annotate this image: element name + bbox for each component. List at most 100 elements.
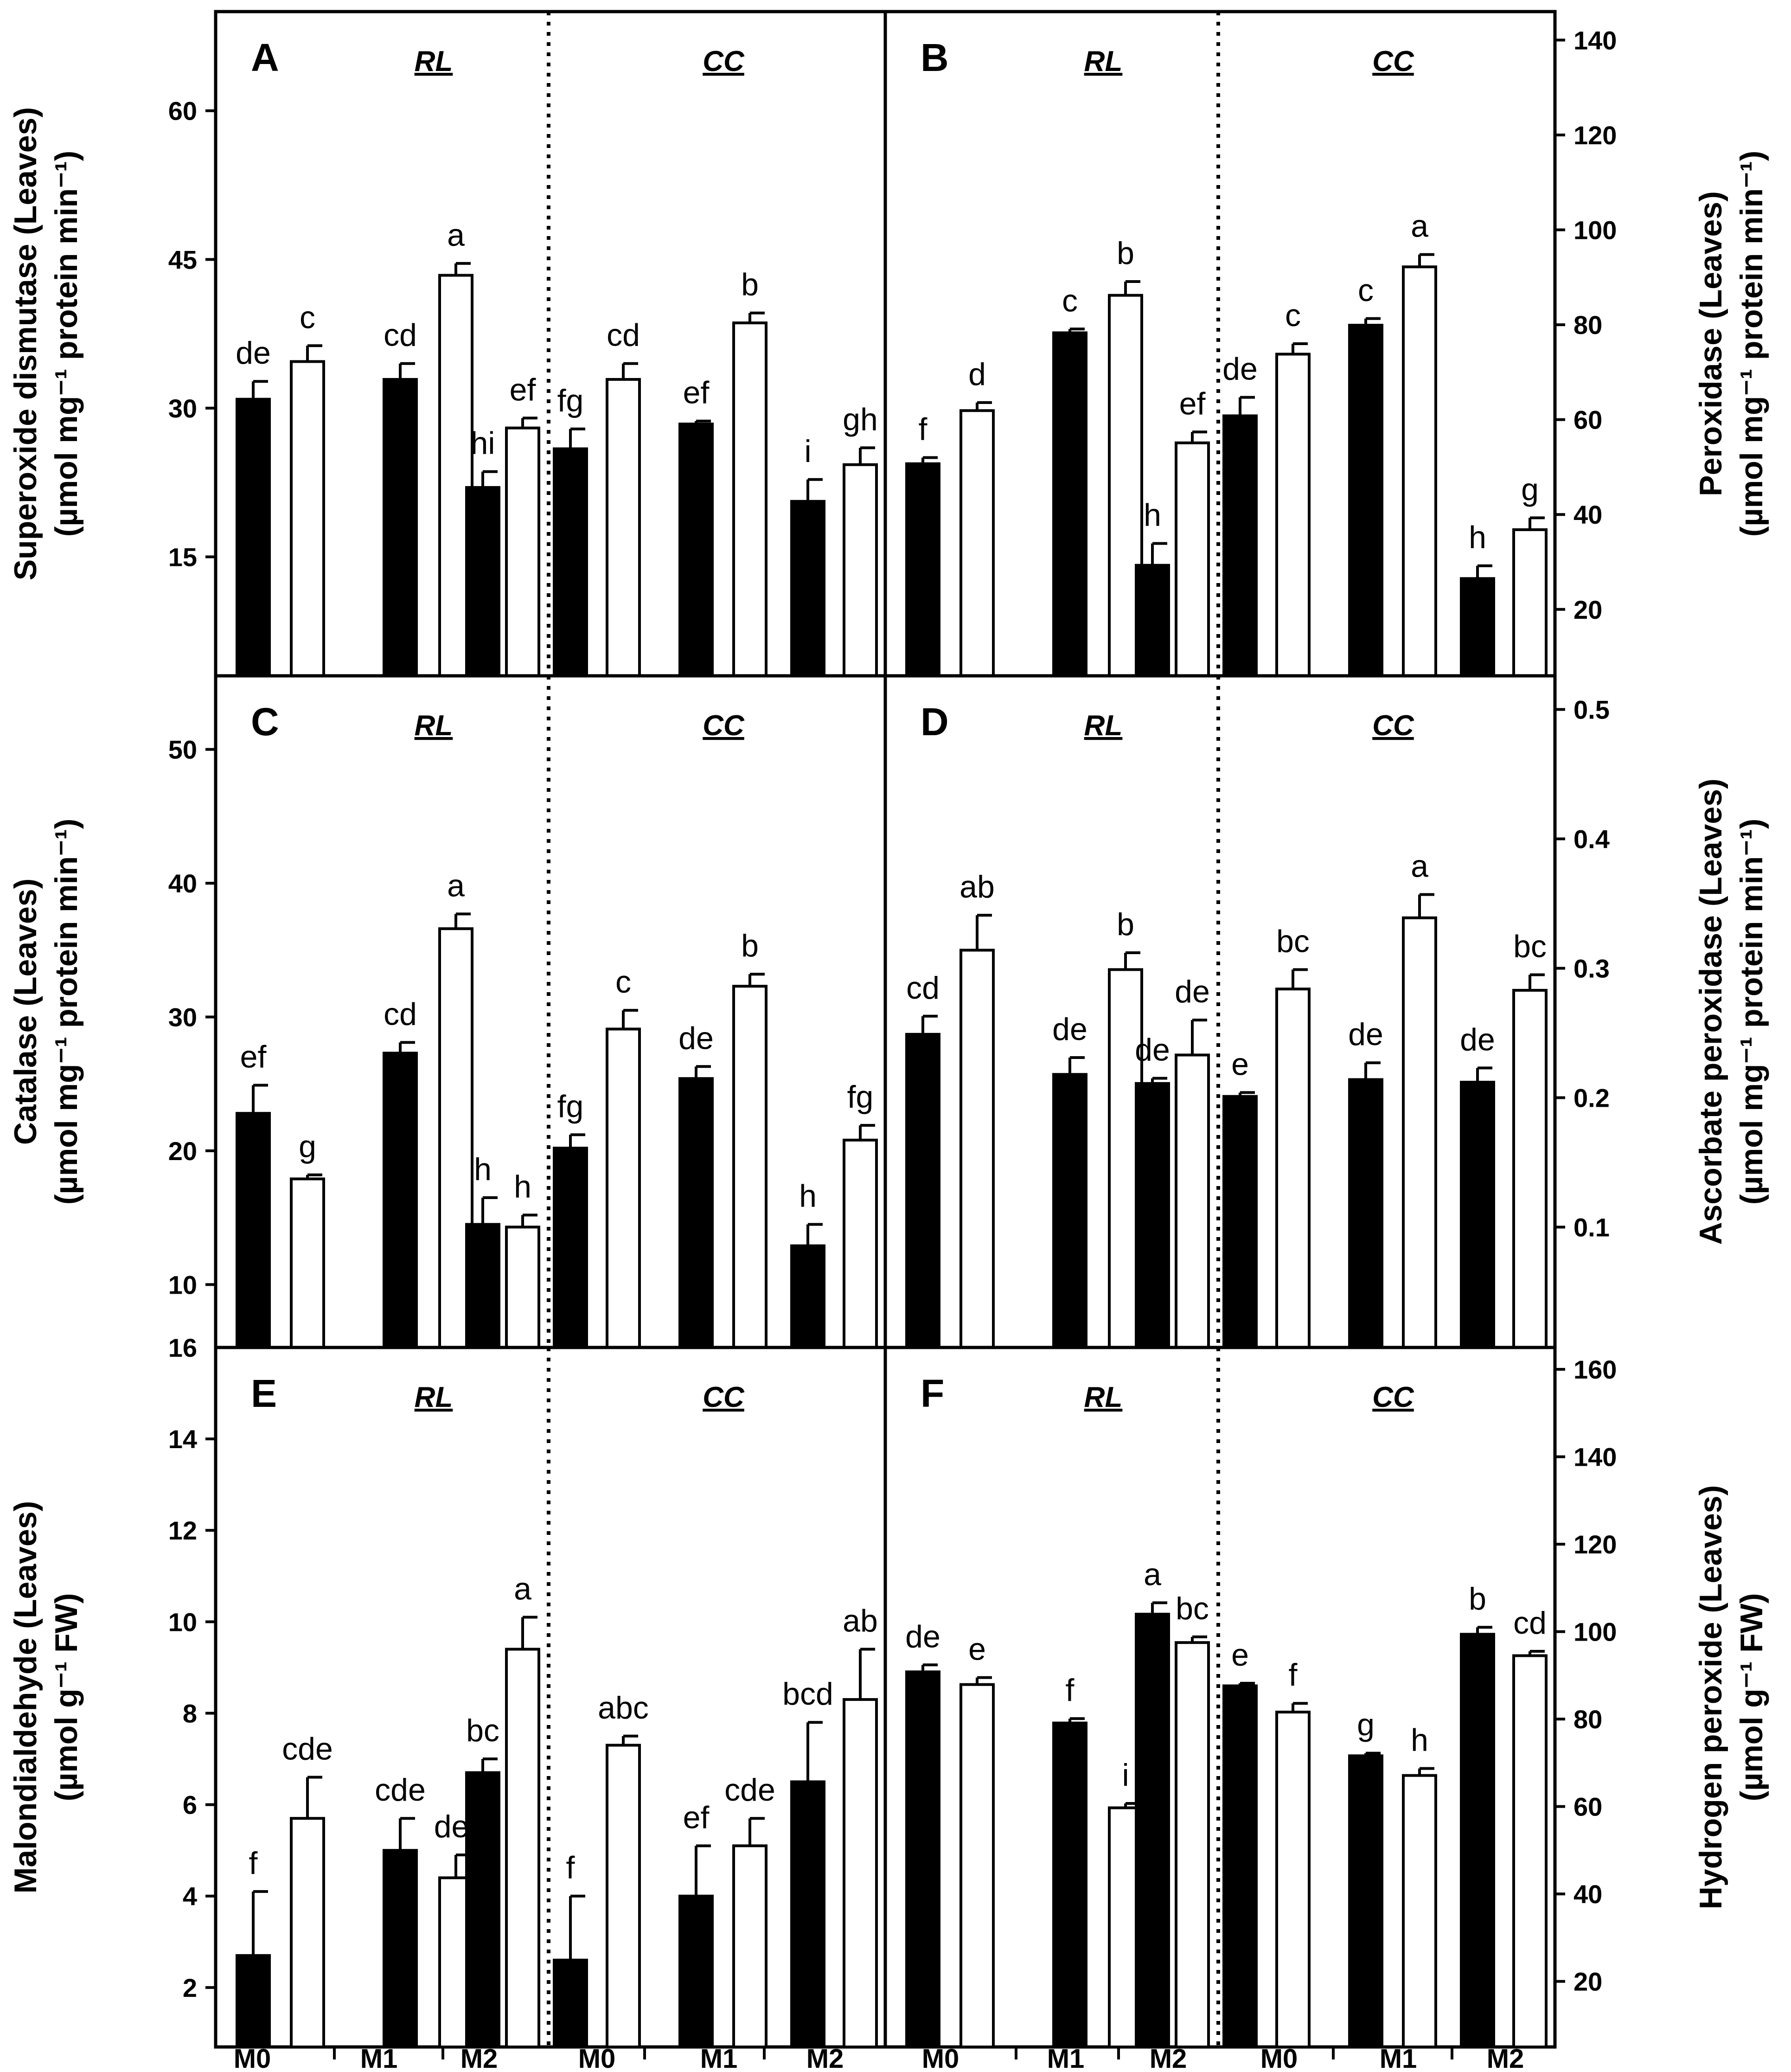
y-tick-label-f: 60 <box>1574 1792 1602 1822</box>
x-category-label-m0: M0 <box>922 2044 959 2072</box>
group-label-b-cc: CC <box>1372 45 1414 77</box>
y-tick-label-c: 10 <box>168 1270 197 1299</box>
bar-c-rl-m0-white <box>290 1177 325 1349</box>
x-category-label-m2: M2 <box>1150 2044 1187 2072</box>
bar-e-rl-m0-white <box>290 1817 325 2048</box>
x-category-label-m0: M0 <box>1260 2044 1298 2072</box>
significance-label-c: c <box>615 964 631 1000</box>
bar-a-rl-m2-white <box>505 426 540 677</box>
y-axis-title-a: Superoxide dismutase (Leaves) <box>8 107 43 580</box>
bar-d-cc-m0-white <box>1275 988 1311 1349</box>
significance-label-b: c <box>1062 283 1078 318</box>
group-label-c-cc: CC <box>703 710 745 742</box>
y-tick-label-a: 30 <box>168 394 197 423</box>
bar-e-rl-m2-white <box>505 1648 540 2048</box>
y-top-label-e: 16 <box>168 1333 197 1362</box>
significance-label-c: fg <box>847 1079 874 1115</box>
bar-e-cc-m1-black <box>678 1894 714 2049</box>
y-tick-label-b: 120 <box>1574 121 1617 150</box>
x-category-label-m1: M1 <box>360 2044 398 2072</box>
x-category-label-m1: M1 <box>700 2044 738 2072</box>
bar-f-cc-m2-black <box>1460 1633 1495 2048</box>
significance-label-d: b <box>1117 907 1134 942</box>
y-tick-label-f: 80 <box>1574 1705 1602 1734</box>
y-tick-label-d: 0.2 <box>1574 1084 1610 1113</box>
significance-label-b: c <box>1285 298 1301 333</box>
significance-label-e: abc <box>598 1690 649 1726</box>
x-category-label-m2: M2 <box>461 2044 498 2072</box>
y-tick-label-a: 45 <box>168 245 197 274</box>
group-label-f-rl: RL <box>1084 1381 1123 1413</box>
y-tick-label-f: 120 <box>1574 1530 1617 1559</box>
y-tick-label-c: 30 <box>168 1003 197 1032</box>
bar-b-cc-m2-white <box>1512 528 1548 677</box>
significance-label-a: b <box>741 267 759 302</box>
bar-e-rl-m1-black <box>383 1849 418 2049</box>
significance-label-a: ef <box>510 372 536 407</box>
significance-label-c: a <box>447 868 465 903</box>
bar-d-rl-m0-black <box>905 1033 940 1349</box>
bar-f-cc-m0-white <box>1275 1711 1311 2048</box>
significance-label-e: bcd <box>782 1676 833 1712</box>
x-category-label-m1: M1 <box>1380 2044 1417 2072</box>
significance-label-e: cde <box>724 1772 775 1808</box>
significance-label-b: f <box>919 411 927 447</box>
group-label-a-rl: RL <box>415 45 453 77</box>
y-axis-unit-f: (µmol g⁻¹ FW) <box>1734 1593 1769 1802</box>
significance-label-b: b <box>1117 236 1134 271</box>
y-tick-label-d: 0.5 <box>1574 695 1610 725</box>
significance-label-e: cde <box>282 1731 333 1766</box>
bar-f-rl-m0-black <box>905 1670 940 2048</box>
significance-label-f: g <box>1357 1707 1375 1743</box>
bar-b-cc-m0-white <box>1275 353 1311 677</box>
group-label-c-rl: RL <box>415 710 453 742</box>
bar-c-cc-m2-white <box>843 1138 878 1349</box>
significance-label-d: de <box>1052 1012 1087 1047</box>
bar-f-rl-m1-black <box>1052 1721 1087 2048</box>
group-label-e-cc: CC <box>703 1381 745 1413</box>
significance-label-f: i <box>1122 1758 1129 1793</box>
group-label-d-rl: RL <box>1084 710 1123 742</box>
x-category-label-m0: M0 <box>234 2044 271 2072</box>
panel-letter-c: C <box>251 700 279 744</box>
significance-label-a: de <box>236 335 271 371</box>
bar-b-cc-m0-black <box>1222 414 1258 677</box>
y-tick-label-e: 6 <box>183 1790 197 1820</box>
bar-a-cc-m1-white <box>732 321 768 677</box>
y-tick-label-c: 20 <box>168 1136 197 1166</box>
significance-label-c: fg <box>557 1089 584 1124</box>
bar-e-cc-m0-white <box>606 1744 641 2049</box>
bar-c-cc-m1-white <box>732 985 768 1349</box>
significance-label-a: fg <box>557 383 584 418</box>
significance-label-d: e <box>1231 1046 1249 1082</box>
bar-a-rl-m0-black <box>236 398 271 677</box>
bar-b-rl-m1-black <box>1052 331 1087 677</box>
y-tick-label-d: 0.3 <box>1574 954 1610 983</box>
bar-c-rl-m0-black <box>236 1112 271 1349</box>
y-axis-title-c: Catalase (Leaves) <box>8 879 43 1145</box>
significance-label-c: h <box>474 1152 492 1187</box>
significance-label-b: g <box>1521 472 1539 507</box>
bar-c-rl-m1-black <box>383 1052 418 1349</box>
y-tick-label-b: 140 <box>1574 26 1617 55</box>
significance-label-f: f <box>1066 1673 1075 1708</box>
significance-label-f: cd <box>1513 1605 1547 1641</box>
y-tick-label-f: 100 <box>1574 1617 1617 1647</box>
bar-b-cc-m1-black <box>1348 324 1383 677</box>
bar-b-cc-m2-black <box>1460 577 1495 678</box>
y-tick-label-b: 80 <box>1574 310 1602 340</box>
group-label-f-cc: CC <box>1372 1381 1414 1413</box>
significance-label-e: bc <box>466 1713 499 1748</box>
significance-label-c: b <box>741 928 759 963</box>
significance-label-a: i <box>804 434 811 469</box>
bar-b-rl-m0-black <box>905 462 940 677</box>
bar-a-cc-m0-black <box>553 447 588 677</box>
y-tick-label-e: 4 <box>183 1882 197 1911</box>
bar-d-rl-m2-white <box>1175 1053 1210 1349</box>
panel-letter-e: E <box>251 1372 277 1415</box>
significance-label-f: b <box>1469 1581 1486 1617</box>
significance-label-d: cd <box>906 970 940 1006</box>
bar-f-cc-m0-black <box>1222 1684 1258 2049</box>
significance-label-a: c <box>300 300 315 335</box>
